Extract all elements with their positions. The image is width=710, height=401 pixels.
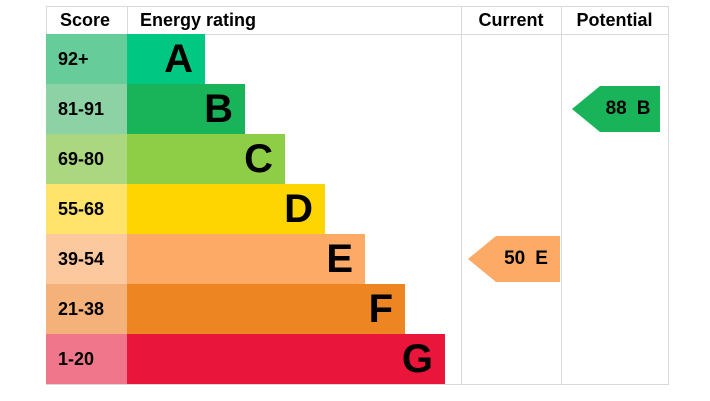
table-top-border bbox=[46, 6, 669, 7]
score-cell-g: 1-20 bbox=[46, 334, 127, 384]
band-row-f: 21-38 F bbox=[0, 284, 710, 334]
rating-bar-f: F bbox=[127, 284, 405, 334]
band-row-g: 1-20 G bbox=[0, 334, 710, 384]
header-bottom-border bbox=[46, 34, 669, 35]
score-cell-f: 21-38 bbox=[46, 284, 127, 334]
rating-bar-a: A bbox=[127, 34, 205, 84]
score-column-header: Score bbox=[60, 10, 111, 30]
potential-score-value: 88 bbox=[605, 98, 627, 119]
score-cell-a: 92+ bbox=[46, 34, 127, 84]
current-score-value: 50 bbox=[504, 248, 526, 269]
band-row-b: 81-91 B bbox=[0, 84, 710, 134]
potential-grade-letter: B bbox=[636, 98, 651, 119]
score-cell-d: 55-68 bbox=[46, 184, 127, 234]
current-column-header: Current bbox=[478, 10, 544, 30]
current-grade-letter: E bbox=[535, 248, 548, 269]
score-cell-b: 81-91 bbox=[46, 84, 127, 134]
rating-bar-d: D bbox=[127, 184, 325, 234]
band-row-c: 69-80 C bbox=[0, 134, 710, 184]
table-bottom-border bbox=[46, 384, 669, 385]
rating-bar-b: B bbox=[127, 84, 245, 134]
rating-bar-c: C bbox=[127, 134, 285, 184]
energy-rating-column-header: Energy rating bbox=[140, 10, 257, 30]
potential-column-divider bbox=[561, 6, 562, 385]
score-cell-e: 39-54 bbox=[46, 234, 127, 284]
score-cell-c: 69-80 bbox=[46, 134, 127, 184]
current-column-divider bbox=[461, 6, 462, 385]
band-row-a: 92+ A bbox=[0, 34, 710, 84]
band-row-d: 55-68 D bbox=[0, 184, 710, 234]
rating-bar-e: E bbox=[127, 234, 365, 284]
rating-bar-g: G bbox=[127, 334, 445, 384]
potential-column-header: Potential bbox=[576, 10, 653, 30]
band-row-e: 39-54 E bbox=[0, 234, 710, 284]
table-right-border bbox=[668, 6, 669, 385]
